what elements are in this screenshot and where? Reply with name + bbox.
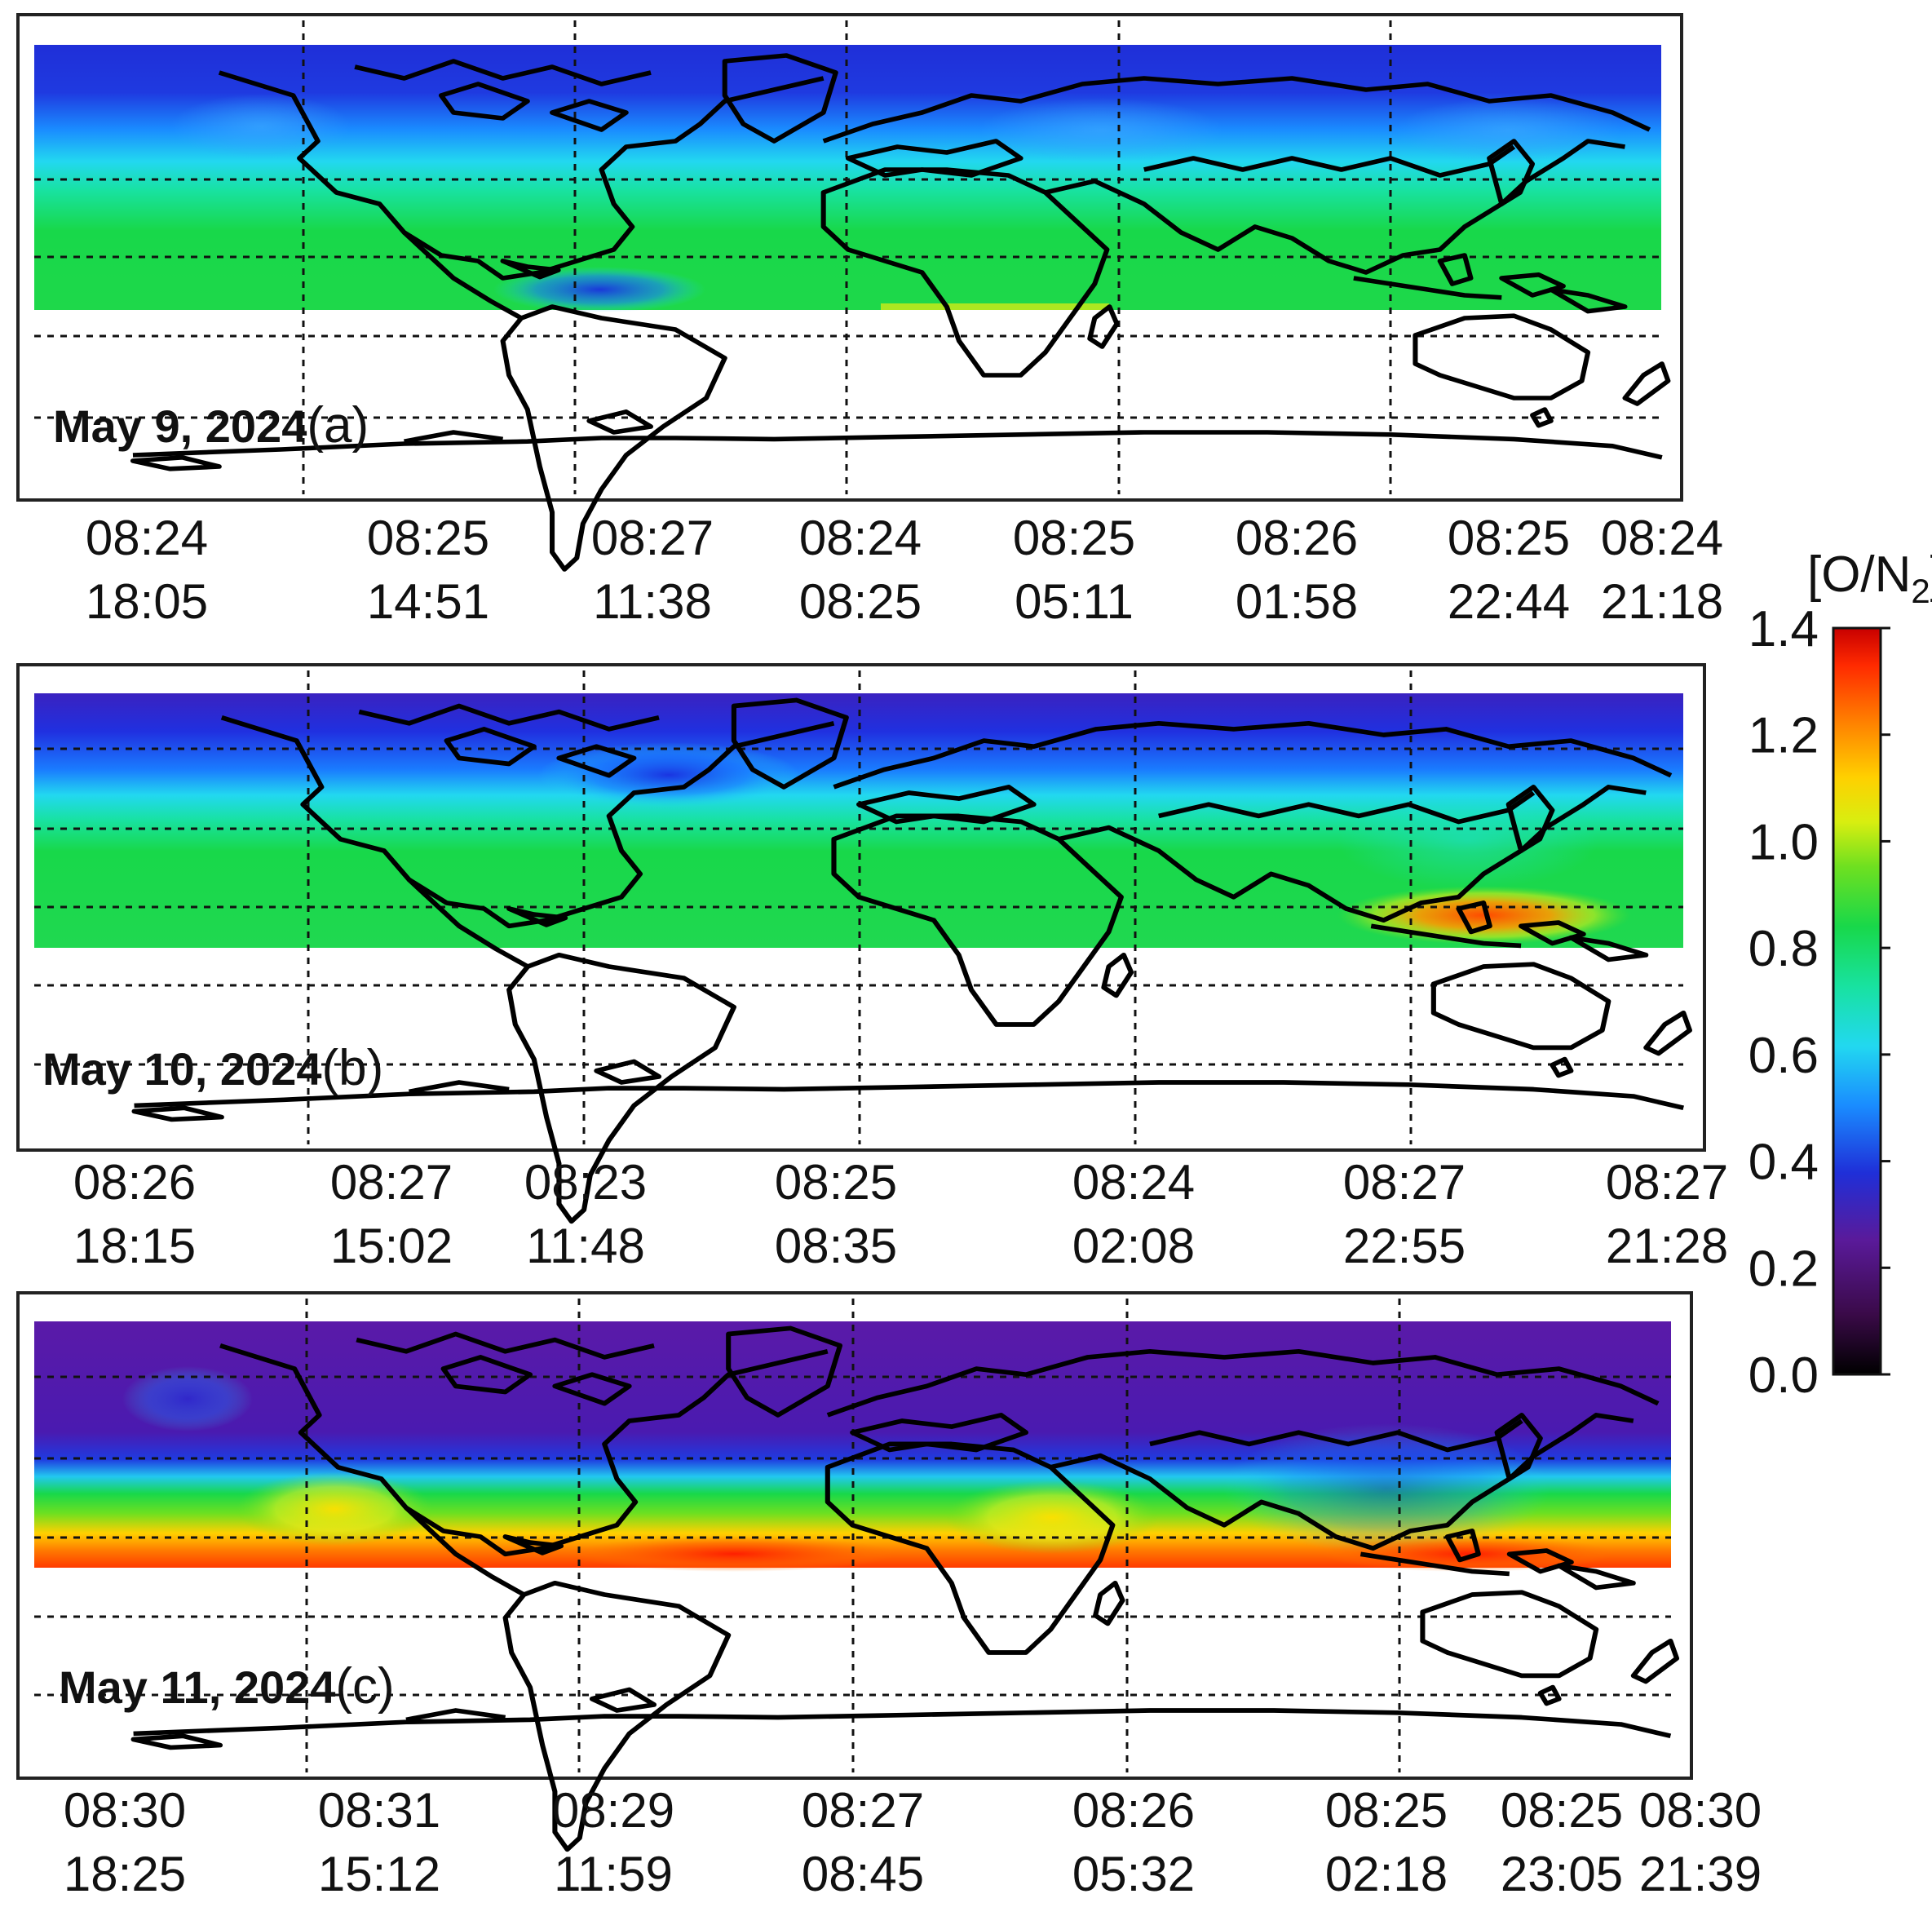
colorbar-tick-label: 1.0 xyxy=(1749,814,1819,870)
time-label-ut: 08:26 xyxy=(73,1155,196,1210)
panel-a-blob xyxy=(979,98,1223,163)
panel-c-letter: (c) xyxy=(335,1658,394,1715)
time-label-lt: 11:38 xyxy=(593,574,712,629)
time-label-lt: 23:05 xyxy=(1501,1847,1623,1901)
colorbar-tick-label: 0.6 xyxy=(1749,1028,1819,1084)
time-label-ut: 08:26 xyxy=(1236,511,1358,565)
colorbar-ticks: 0.0 0.2 0.4 0.6 0.8 1.0 1.2 1.4 xyxy=(1749,601,1890,1404)
time-label-ut: 08:25 xyxy=(1013,511,1135,565)
panel-b-frame xyxy=(16,663,1706,1152)
panel-c-frame xyxy=(16,1291,1693,1780)
time-label-ut: 08:30 xyxy=(64,1783,186,1838)
panel-a-blob xyxy=(171,94,351,159)
panel-a-frame xyxy=(16,13,1683,502)
colorbar-tick-label: 0.2 xyxy=(1749,1241,1819,1297)
panel-a-label: May 9, 2024(a) xyxy=(53,397,369,454)
time-label-lt: 22:44 xyxy=(1448,574,1570,629)
panel-c-blob xyxy=(571,1536,897,1572)
panel-c-label: May 11, 2024(c) xyxy=(59,1658,395,1715)
time-label-ut: 08:24 xyxy=(1601,511,1723,565)
time-label-lt: 11:48 xyxy=(526,1219,645,1273)
panel-b: May 10, 2024(b) 08:2618:1508:2715:0208:2… xyxy=(16,663,1728,1273)
time-label-lt: 21:39 xyxy=(1639,1847,1762,1901)
panel-c-date: May 11, 2024 xyxy=(59,1662,335,1713)
panel-c-blob xyxy=(946,1480,1158,1554)
time-label-lt: 05:11 xyxy=(1015,574,1134,629)
time-label-ut: 08:27 xyxy=(802,1783,924,1838)
time-label-lt: 01:58 xyxy=(1236,574,1358,629)
time-label-ut: 08:27 xyxy=(330,1155,453,1210)
time-label-lt: 08:45 xyxy=(802,1847,924,1901)
panel-b-blob xyxy=(538,742,799,808)
time-label-ut: 08:24 xyxy=(86,511,208,565)
panel-a-low-anomaly xyxy=(493,267,705,312)
colorbar-title: [O/N2] xyxy=(1807,546,1932,610)
time-label-lt: 21:18 xyxy=(1601,574,1723,629)
colorbar-tick-label: 0.0 xyxy=(1749,1347,1819,1404)
panel-c-blob xyxy=(1321,1536,1615,1572)
time-label-lt: 18:05 xyxy=(86,574,208,629)
panel-b-label: May 10, 2024(b) xyxy=(42,1040,383,1096)
time-label-ut: 08:25 xyxy=(367,511,489,565)
panel-b-time-labels: 08:26 18:15 08:27 15:02 08:23 11:48 08:25 08:35… xyxy=(73,1155,1728,1273)
time-label-lt: 14:51 xyxy=(367,574,489,629)
time-label-lt: 18:25 xyxy=(64,1847,186,1901)
time-label-lt: 02:08 xyxy=(1072,1219,1195,1273)
panel-c-time-labels: 08:30 18:25 08:31 15:12 08:29 11:59 08:27 08:45… xyxy=(64,1783,1762,1901)
panel-a-gridlines xyxy=(34,20,1661,494)
time-label-ut: 08:25 xyxy=(775,1155,897,1210)
time-label-ut: 08:27 xyxy=(591,511,714,565)
panel-a-time-labels: 08:24 18:05 08:25 14:51 08:27 11:38 08:24 08:25… xyxy=(86,511,1723,629)
time-label-ut: 08:29 xyxy=(552,1783,674,1838)
panel-b-blob xyxy=(1337,791,1598,889)
time-label-ut: 08:30 xyxy=(1639,1783,1762,1838)
panel-c-blob xyxy=(237,1472,432,1546)
time-label-ut: 08:24 xyxy=(799,511,922,565)
time-label-ut: 08:24 xyxy=(1072,1155,1195,1210)
colorbar-tick-label: 1.4 xyxy=(1749,601,1819,657)
time-label-ut: 08:26 xyxy=(1072,1783,1195,1838)
time-label-lt: 11:59 xyxy=(554,1847,673,1901)
time-label-lt: 15:12 xyxy=(318,1847,440,1901)
time-label-ut: 08:25 xyxy=(1448,511,1570,565)
time-label-lt: 15:02 xyxy=(330,1219,453,1273)
panel-b-letter: (b) xyxy=(321,1040,383,1096)
panel-a-letter: (a) xyxy=(307,397,369,454)
time-label-ut: 08:25 xyxy=(1501,1783,1623,1838)
panel-a: May 9, 2024(a) 08:24 18:05 08:25 14:51 08:27… xyxy=(16,13,1723,629)
time-label-lt: 22:55 xyxy=(1343,1219,1466,1273)
panel-c-blob xyxy=(1223,1423,1550,1554)
time-label-ut: 08:27 xyxy=(1606,1155,1728,1210)
time-label-lt: 08:35 xyxy=(775,1219,897,1273)
colorbar-tick-label: 0.4 xyxy=(1749,1135,1819,1191)
colorbar-tick-label: 1.2 xyxy=(1749,708,1819,764)
time-label-ut: 08:25 xyxy=(1325,1783,1448,1838)
panel-c: May 11, 2024(c) 08:30 18:25 08:31 15:12 08:2… xyxy=(16,1291,1762,1901)
panel-a-date: May 9, 2024 xyxy=(53,400,307,452)
time-label-ut: 08:27 xyxy=(1343,1155,1466,1210)
panel-c-blob xyxy=(122,1366,253,1431)
time-label-lt: 05:32 xyxy=(1072,1847,1195,1901)
panel-b-hotspot xyxy=(1337,886,1631,945)
panel-a-blob xyxy=(1395,98,1623,163)
colorbar-tick-label: 0.8 xyxy=(1749,921,1819,977)
colorbar-gradient xyxy=(1832,626,1882,1376)
time-label-ut: 08:23 xyxy=(524,1155,647,1210)
time-label-lt: 08:25 xyxy=(799,574,922,629)
panel-b-date: May 10, 2024 xyxy=(42,1043,321,1095)
time-label-ut: 08:31 xyxy=(318,1783,440,1838)
panel-a-edge xyxy=(881,303,1109,310)
colorbar: [O/N2] 0.0 0.2 0.4 0.6 0.8 1.0 1.2 1.4 xyxy=(1749,546,1932,1404)
time-label-lt: 02:18 xyxy=(1325,1847,1448,1901)
time-label-lt: 18:15 xyxy=(73,1219,196,1273)
time-label-lt: 21:28 xyxy=(1606,1219,1728,1273)
